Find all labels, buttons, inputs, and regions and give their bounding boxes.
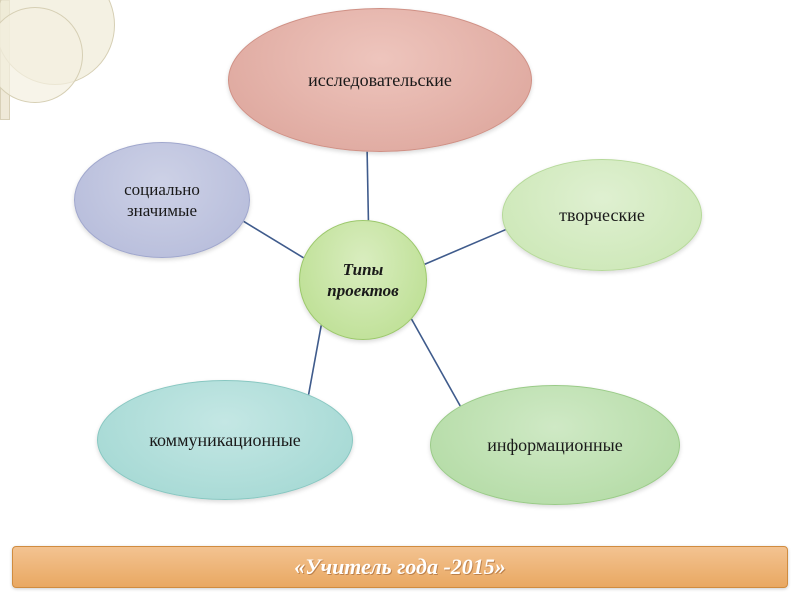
connector-creative (425, 230, 506, 265)
node-informational: информационные (430, 385, 680, 505)
node-creative: творческие (502, 159, 702, 271)
node-research: исследовательские (228, 8, 532, 152)
connector-communication (309, 325, 322, 394)
node-communication: коммуникационные (97, 380, 353, 500)
node-social: социальнозначимые (74, 142, 250, 258)
node-creative-label: творческие (551, 204, 653, 227)
radial-diagram: исследовательские творческие информационны… (0, 0, 800, 600)
footer-banner: «Учитель года -2015» (12, 546, 788, 588)
node-communication-label: коммуникационные (141, 429, 309, 452)
connector-social (244, 221, 304, 257)
connector-research (367, 152, 368, 220)
node-research-label: исследовательские (300, 69, 460, 92)
node-social-label: социальнозначимые (116, 179, 208, 222)
node-informational-label: информационные (479, 434, 631, 457)
center-node: Типыпроектов (299, 220, 427, 340)
connector-informational (412, 319, 461, 406)
center-label: Типыпроектов (319, 259, 407, 302)
footer-text: «Учитель года -2015» (294, 554, 506, 580)
